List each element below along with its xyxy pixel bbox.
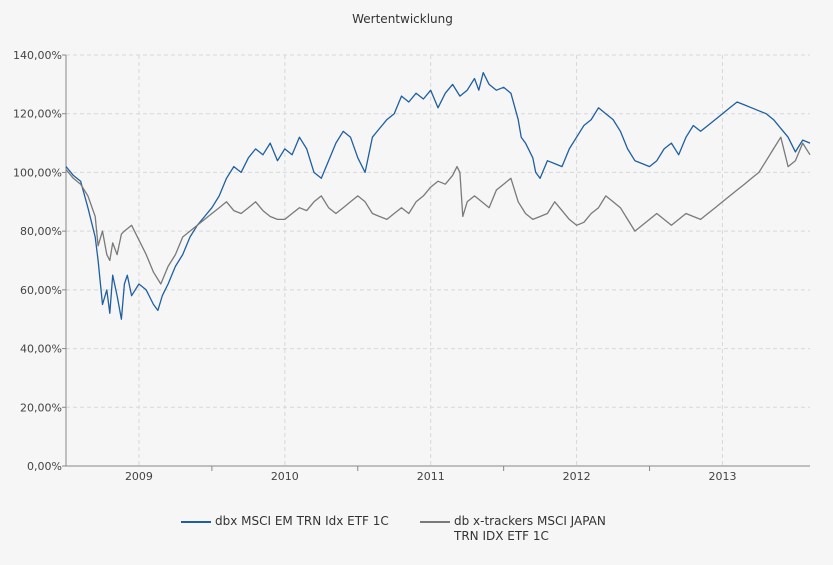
series-line-japan [65, 136, 811, 285]
legend-label-em: dbx MSCI EM TRN Idx ETF 1C [215, 514, 389, 528]
x-tick-label: 2013 [708, 470, 736, 483]
x-tick-label: 2011 [417, 470, 445, 483]
series-line-em [65, 71, 811, 320]
y-tick-label: 140,00% [13, 49, 62, 62]
x-tick-label: 2012 [563, 470, 591, 483]
y-tick-label: 40,00% [20, 343, 62, 356]
y-tick-label: 100,00% [13, 166, 62, 179]
legend-label-japan: db x-trackers MSCI JAPAN TRN IDX ETF 1C [454, 514, 606, 543]
y-tick-label: 20,00% [20, 401, 62, 414]
y-tick-label: 0,00% [27, 460, 62, 473]
y-tick-label: 80,00% [20, 225, 62, 238]
y-tick-label: 60,00% [20, 284, 62, 297]
x-tick-label: 2010 [271, 470, 299, 483]
y-tick-label: 120,00% [13, 108, 62, 121]
vertical-gridlines [138, 55, 723, 466]
x-tick-label: 2009 [125, 470, 153, 483]
x-axis: 2009 2010 2011 2012 2013 [66, 465, 810, 483]
plot-background [66, 55, 810, 466]
legend-swatch-japan [420, 521, 450, 523]
legend-swatch-em [181, 521, 211, 523]
chart-title: Wertentwicklung [352, 12, 453, 26]
horizontal-gridlines [66, 54, 810, 408]
y-axis: 0,00% 20,00% 40,00% 60,00% 80,00% 100,00% 120,… [13, 49, 67, 473]
series-layer [65, 71, 811, 320]
